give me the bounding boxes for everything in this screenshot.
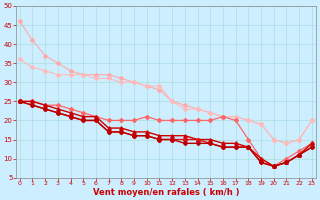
X-axis label: Vent moyen/en rafales ( km/h ): Vent moyen/en rafales ( km/h ) — [92, 188, 239, 197]
